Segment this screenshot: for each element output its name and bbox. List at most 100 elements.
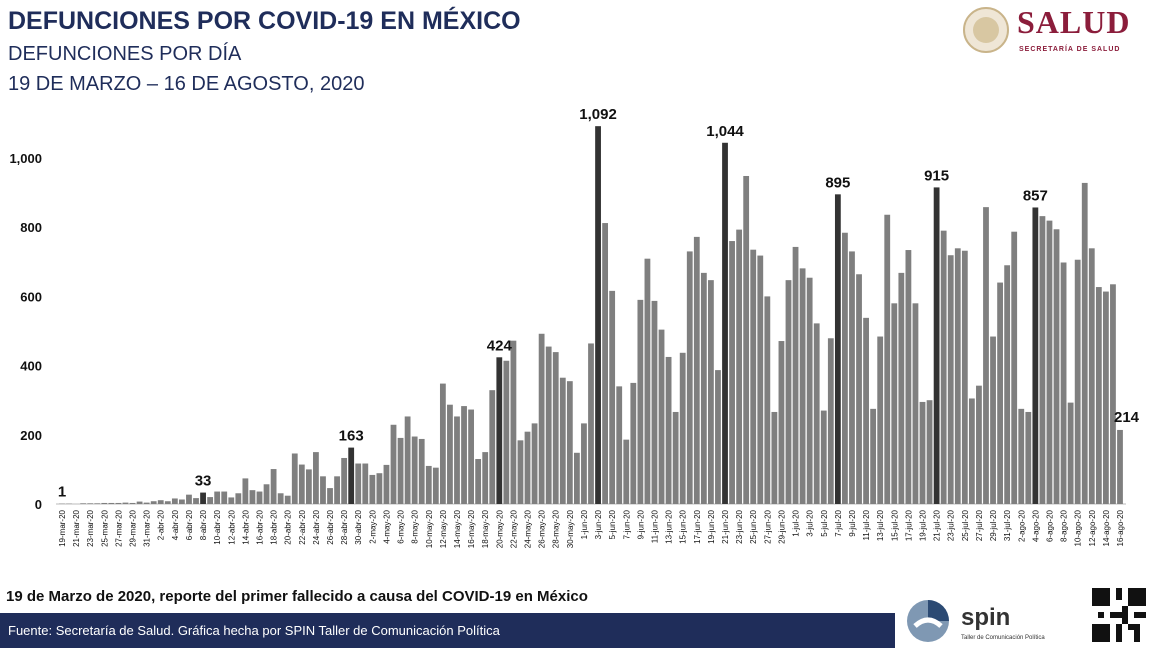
bar [256, 491, 263, 504]
bar [686, 251, 693, 504]
y-tick-label: 200 [20, 428, 42, 443]
bar [186, 494, 192, 504]
bar [503, 360, 510, 504]
bar [976, 385, 982, 504]
spin-swirl-icon [907, 600, 949, 642]
bar [298, 464, 305, 504]
bar-chart: 0 200 400 600 800 1,000 19-mar-20 21-mar-20 23-m… [9, 106, 1139, 548]
bar [157, 500, 164, 504]
x-tick-label: 27-mar-20 [114, 509, 123, 546]
x-tick-label: 31-mar-20 [143, 509, 152, 546]
bar [376, 473, 383, 504]
bar [291, 453, 298, 504]
x-tick-label: 12-may-20 [439, 509, 448, 548]
bar [891, 303, 898, 504]
bar [249, 490, 256, 504]
bar [644, 258, 651, 504]
x-tick-label: 29-jul-20 [989, 509, 998, 541]
bar [785, 280, 792, 504]
x-tick-label: 18-abr-20 [270, 509, 279, 544]
y-tick-label: 0 [35, 497, 42, 512]
x-tick-label: 4-ago-20 [1031, 509, 1040, 542]
data-label: 857 [1023, 187, 1048, 204]
x-tick-label: 23-jul-20 [947, 509, 956, 541]
x-tick-label: 21-jul-20 [933, 509, 942, 541]
spin-tagline: Taller de Comunicación Política [961, 635, 1045, 641]
bar [475, 459, 482, 504]
data-label: 424 [487, 337, 513, 354]
data-label: 1,044 [706, 123, 744, 140]
x-tick-label: 15-jun-20 [679, 509, 688, 543]
source-text: Fuente: Secretaría de Salud. Gráfica hec… [8, 623, 500, 638]
bar [658, 329, 665, 504]
bar [983, 207, 989, 504]
bar [700, 272, 707, 504]
x-tick-label: 6-ago-20 [1045, 509, 1054, 542]
x-tick-label: 2-abr-20 [157, 509, 166, 540]
bar [884, 214, 891, 504]
bar [425, 465, 432, 504]
bar [362, 463, 369, 504]
bar [489, 390, 496, 504]
x-tick-label: 26-may-20 [538, 509, 547, 548]
bar [334, 476, 340, 504]
bar [1067, 402, 1074, 504]
x-tick-label: 19-jun-20 [707, 509, 716, 543]
x-tick-label: 3-jul-20 [806, 509, 815, 536]
bar [912, 303, 919, 504]
x-tick-label: 14-abr-20 [241, 509, 250, 544]
x-tick-label: 11-jun-20 [650, 509, 659, 543]
bar [1025, 411, 1032, 504]
bar [454, 416, 460, 504]
x-tick-label: 25-jun-20 [749, 509, 758, 543]
bar [383, 464, 390, 504]
x-tick-label: 3-jun-20 [594, 509, 603, 539]
bar [856, 274, 862, 504]
bar [136, 501, 143, 504]
data-label: 915 [924, 167, 949, 184]
bar [834, 194, 841, 504]
x-tick-label: 5-jun-20 [608, 509, 617, 539]
x-tick-label: 8-may-20 [411, 509, 420, 543]
bar [651, 300, 658, 504]
x-tick-label: 24-may-20 [524, 509, 533, 548]
x-tick-label: 19-mar-20 [58, 509, 67, 546]
bar [207, 497, 214, 504]
bar [863, 317, 869, 504]
x-tick-label: 11-jul-20 [862, 509, 871, 540]
data-label: 1 [58, 484, 66, 501]
x-tick-label: 25-mar-20 [100, 509, 109, 546]
x-tick-label: 19-jul-20 [919, 509, 928, 541]
qr-code[interactable] [1092, 588, 1146, 642]
bar [799, 268, 806, 504]
bar [461, 406, 467, 504]
bar [623, 439, 630, 504]
x-tick-label: 14-may-20 [453, 509, 462, 548]
x-tick-label: 13-jun-20 [665, 509, 674, 543]
x-tick-label: 12-abr-20 [227, 509, 236, 544]
bar [1117, 429, 1123, 504]
x-tick-label: 13-jul-20 [876, 509, 885, 541]
x-tick-label: 1-jul-20 [792, 509, 801, 536]
bar [581, 423, 587, 504]
bar [559, 377, 566, 504]
bar [968, 398, 975, 504]
data-label: 33 [195, 473, 212, 490]
x-tick-label: 16-ago-20 [1116, 509, 1125, 546]
bar [693, 236, 700, 504]
x-tick-label: 27-jun-20 [763, 509, 772, 543]
bar [1102, 291, 1109, 504]
bar [552, 352, 559, 504]
x-tick-label: 6-may-20 [397, 509, 406, 543]
bar [961, 250, 968, 504]
x-tick-label: 31-jul-20 [1003, 509, 1012, 541]
x-tick-label: 24-abr-20 [312, 509, 321, 544]
bar [750, 249, 757, 504]
bar [905, 250, 912, 504]
bar [1004, 265, 1011, 504]
bar [757, 255, 764, 504]
x-tick-label: 23-jun-20 [735, 509, 744, 543]
x-tick-label: 17-jun-20 [693, 509, 702, 543]
bar [665, 356, 672, 504]
spin-logo: spin Taller de Comunicación Política [905, 598, 1090, 646]
